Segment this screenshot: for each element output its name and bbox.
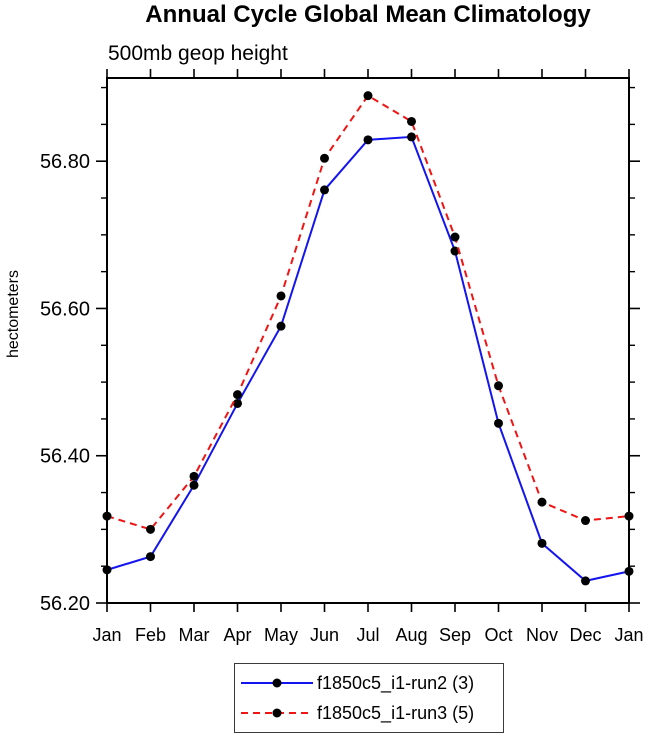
data-point-marker [276, 321, 286, 331]
x-tick-label: Mar [179, 625, 210, 645]
x-tick-label: Aug [395, 625, 427, 645]
legend-item-run3: f1850c5_i1-run3 (5) [239, 700, 497, 726]
data-point-marker [537, 497, 547, 507]
data-point-marker [320, 153, 329, 163]
legend-line-sample-run2 [241, 678, 313, 688]
data-point-marker [146, 524, 155, 534]
data-point-marker [494, 418, 503, 428]
data-point-marker [102, 565, 112, 575]
axis-frame [106, 77, 630, 604]
data-point-marker [320, 185, 329, 195]
data-point-marker [581, 516, 590, 526]
data-point-marker [407, 132, 416, 142]
y-tick-label: 56.40 [40, 446, 90, 468]
chart-title: Annual Cycle Global Mean Climatology [145, 1, 591, 28]
series-line-1 [106, 94, 630, 531]
legend-line-sample-run3 [241, 708, 313, 718]
x-tick-label: Sep [439, 625, 471, 645]
data-point-marker [102, 511, 112, 521]
data-point-marker [624, 566, 634, 576]
data-point-marker [189, 471, 199, 481]
x-tick-label: Apr [223, 625, 251, 645]
x-tick-label: Jan [92, 625, 121, 645]
y-tick-label: 56.60 [40, 298, 90, 320]
data-point-marker [581, 576, 590, 586]
series-line-0 [106, 135, 630, 582]
x-tick-label: Jul [356, 625, 379, 645]
legend-label-run2: f1850c5_i1-run2 (3) [317, 672, 475, 693]
data-point-marker [624, 511, 634, 521]
legend-label-run3: f1850c5_i1-run3 (5) [317, 702, 475, 723]
data-point-marker [146, 552, 155, 562]
legend: f1850c5_i1-run2 (3) f1850c5_i1-run3 (5) [234, 663, 504, 733]
data-point-marker [276, 291, 286, 301]
x-tick-label: May [264, 625, 298, 645]
data-point-marker [363, 135, 373, 145]
data-point-marker [450, 246, 460, 256]
data-point-marker [537, 538, 547, 548]
y-tick-label: 56.80 [40, 151, 90, 173]
data-point-marker [494, 381, 503, 391]
chart-subtitle: 500mb geop height [108, 42, 288, 65]
x-tick-label: Jun [310, 625, 339, 645]
data-point-marker [233, 390, 242, 400]
x-tick-label: Jan [614, 625, 643, 645]
data-point-marker [363, 91, 373, 101]
x-tick-label: Nov [526, 625, 558, 645]
data-point-marker [407, 116, 416, 126]
x-tick-label: Oct [484, 625, 512, 645]
data-point-marker [450, 232, 460, 242]
x-tick-label: Dec [569, 625, 601, 645]
data-point-marker [189, 480, 199, 490]
y-tick-label: 56.20 [40, 593, 90, 615]
legend-item-run2: f1850c5_i1-run2 (3) [239, 670, 497, 696]
x-tick-label: Feb [135, 625, 166, 645]
data-point-marker [233, 398, 242, 408]
